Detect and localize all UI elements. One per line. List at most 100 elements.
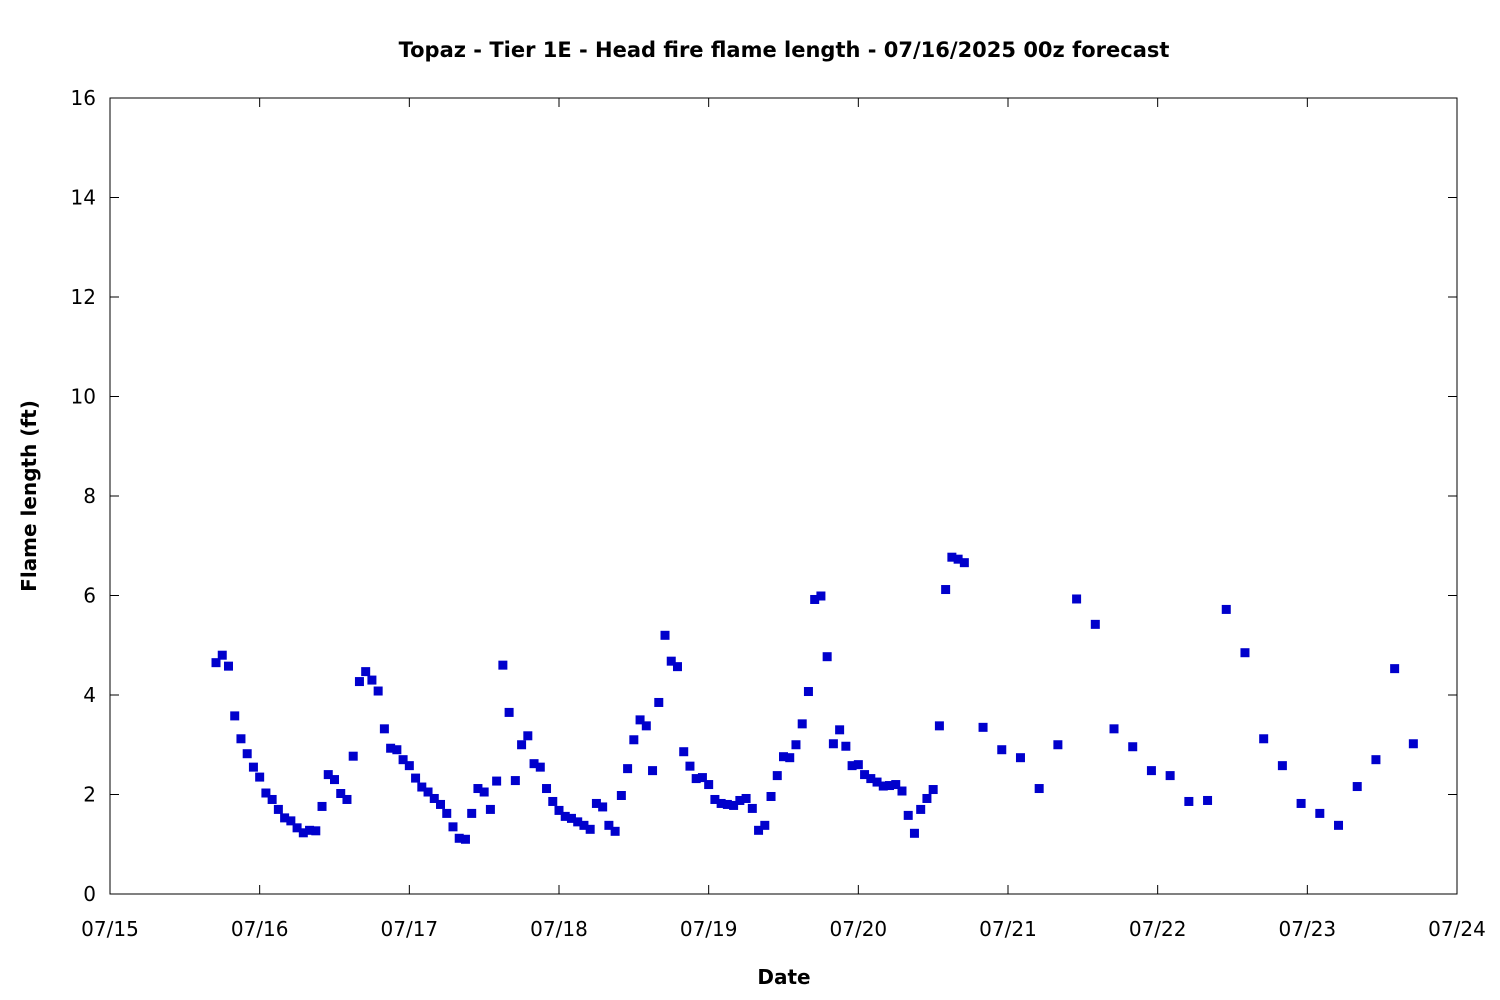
data-point [1053,740,1063,750]
x-tick-label: 07/24 [1428,917,1486,941]
data-point [305,825,315,835]
data-point [1259,734,1269,744]
x-axis-label: Date [757,965,810,989]
data-point [585,824,595,834]
data-point [641,721,651,731]
data-point [1165,771,1175,781]
data-point [273,804,283,814]
data-point [654,697,664,707]
data-point [411,773,421,783]
y-tick-label: 4 [83,683,96,707]
x-tick-label: 07/23 [1279,917,1337,941]
x-tick-label: 07/19 [680,917,738,941]
data-point [286,816,296,826]
data-point [379,724,389,734]
data-point [1334,820,1344,830]
data-point [754,825,764,835]
data-point [473,784,483,794]
data-point [629,735,639,745]
y-tick-label: 2 [83,783,96,807]
data-point [261,788,271,798]
data-point [604,820,614,830]
data-point [510,776,520,786]
data-point [1128,742,1138,752]
data-point [716,798,726,808]
y-axis: 0 2 4 6 8 10 12 14 16 [71,86,1457,906]
data-point [392,745,402,755]
y-tick-label: 16 [71,86,96,110]
data-point [442,808,452,818]
data-point [672,662,682,672]
data-point [729,800,739,810]
x-tick-label: 07/15 [81,917,139,941]
data-point [298,828,308,838]
data-point [623,764,633,774]
data-point [722,799,732,809]
data-point [878,781,888,791]
data-point [916,804,926,814]
x-tick-label: 07/18 [530,917,588,941]
data-point [648,766,658,776]
data-point [292,823,302,833]
data-point [498,660,508,670]
data-point [367,675,377,685]
data-point [1034,784,1044,794]
data-point [354,677,364,687]
data-point [1221,604,1231,614]
data-point [909,828,919,838]
data-point [803,687,813,697]
data-point [835,725,845,735]
data-point [1184,796,1194,806]
data-point [504,707,514,717]
y-tick-label: 10 [71,385,96,409]
data-point [454,833,464,843]
data-point [573,817,583,827]
data-point [822,652,832,662]
data-point [1390,664,1400,674]
data-point [697,773,707,783]
data-point [1015,753,1025,763]
data-point [853,760,863,770]
x-tick-label: 07/16 [231,917,289,941]
data-point [660,630,670,640]
x-tick-label: 07/21 [979,917,1037,941]
data-point [548,796,558,806]
data-point [810,594,820,604]
data-point [485,804,495,814]
data-point [934,721,944,731]
data-point [841,741,851,751]
data-point [635,715,645,725]
data-point [866,774,876,784]
data-point [529,759,539,769]
data-point [1146,766,1156,776]
data-point [217,650,227,660]
data-point [828,739,838,749]
data-point [436,799,446,809]
y-tick-label: 0 [83,882,96,906]
data-series [211,552,1418,844]
data-point [479,787,489,797]
data-point [460,834,470,844]
data-point [535,762,545,772]
data-point [760,820,770,830]
data-point [1240,648,1250,658]
data-point [598,802,608,812]
data-point [897,786,907,796]
x-tick-label: 07/20 [830,917,888,941]
data-point [1408,739,1418,749]
data-point [342,794,352,804]
y-axis-label: Flame length (ft) [17,400,41,592]
data-point [242,749,252,759]
plot-frame [109,97,1458,895]
data-point [579,820,589,830]
data-point [448,822,458,832]
data-point [766,791,776,801]
data-point [591,798,601,808]
data-point [566,813,576,823]
data-point [797,719,807,729]
data-point [317,801,327,811]
data-point [860,770,870,780]
data-point [791,740,801,750]
chart-title: Topaz - Tier 1E - Head fire flame length… [399,38,1170,62]
